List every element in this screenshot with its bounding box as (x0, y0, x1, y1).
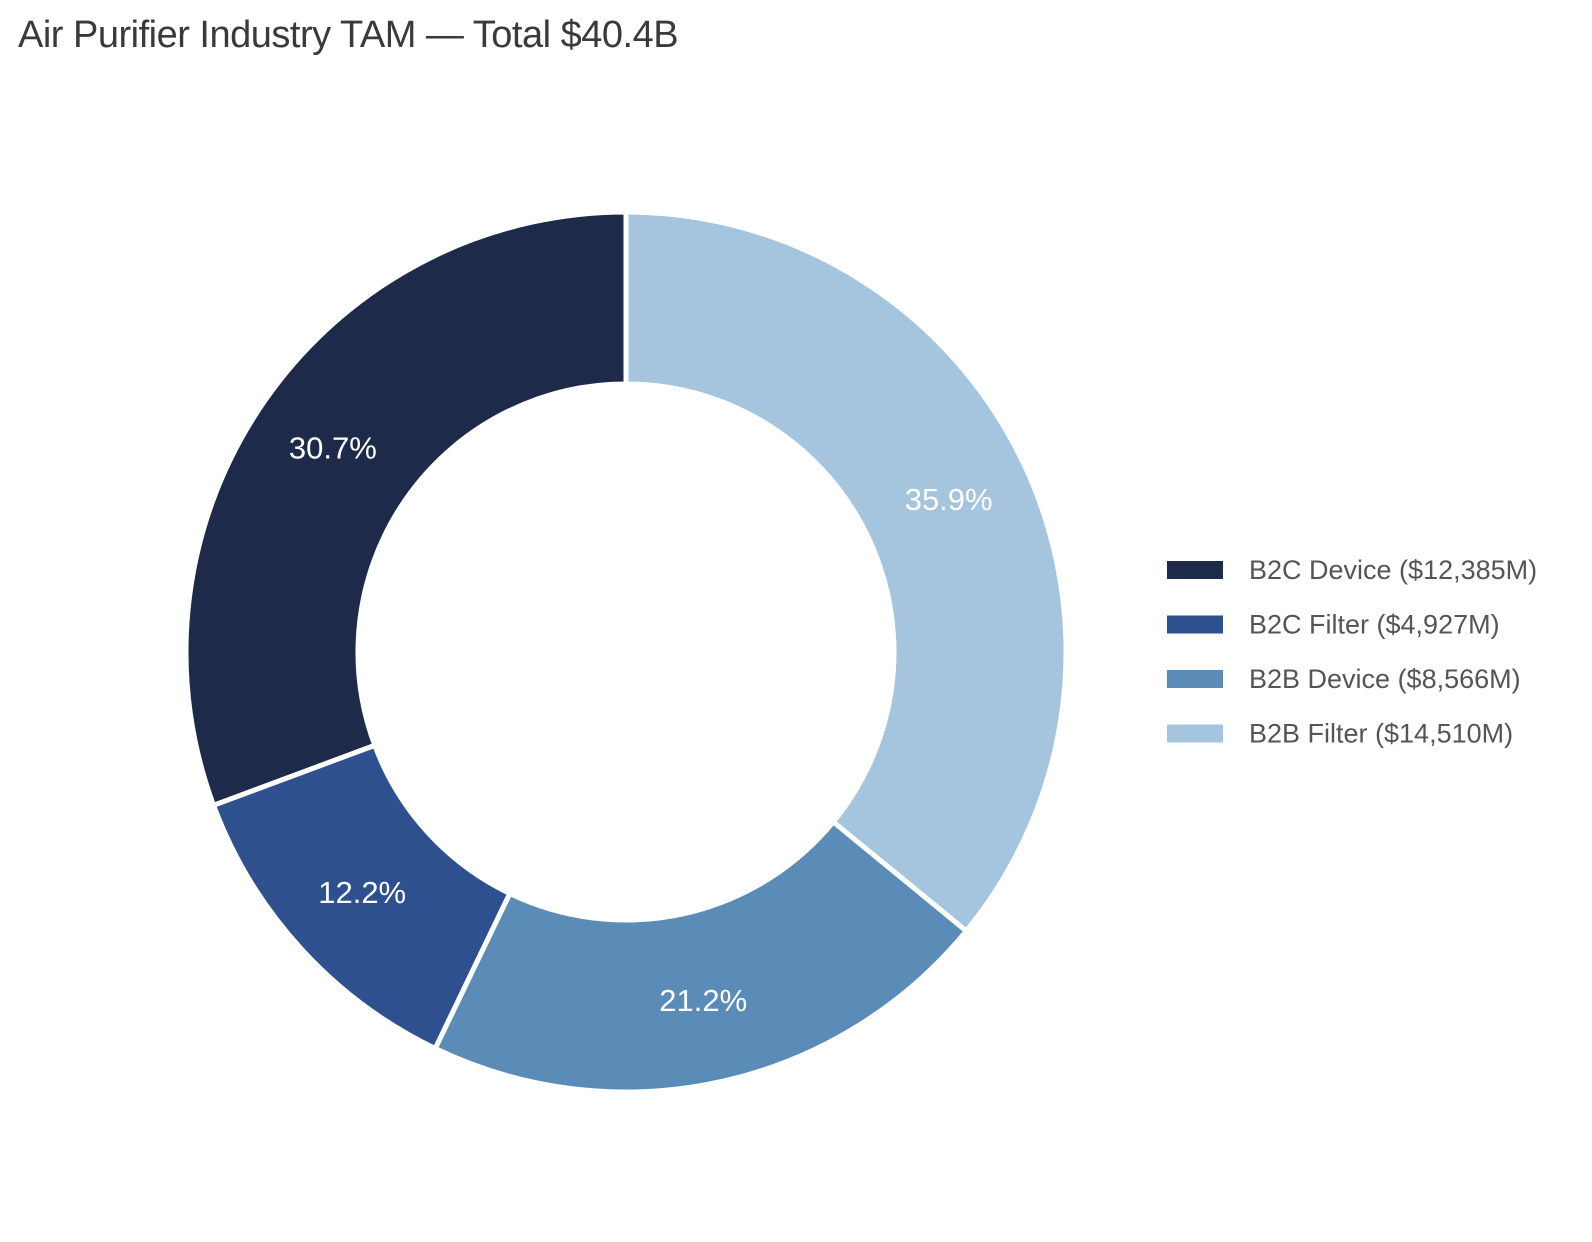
slice-b2c-device (183, 209, 629, 808)
legend-item: B2C Device ($12,385M) (1167, 555, 1537, 585)
slice-percent-label: 21.2% (659, 983, 747, 1018)
slice-b2b-device (432, 819, 969, 1095)
chart-slice-labels: 30.7% 12.2% 21.2% 35.9% (289, 431, 993, 1018)
slice-percent-label: 30.7% (289, 431, 377, 466)
chart-legend: B2C Device ($12,385M) B2C Filter ($4,927M… (1167, 555, 1537, 749)
legend-label: B2C Device ($12,385M) (1249, 555, 1537, 585)
legend-swatch (1167, 615, 1223, 634)
slice-percent-label: 35.9% (905, 482, 993, 517)
legend-item: B2B Filter ($14,510M) (1167, 719, 1513, 749)
legend-item: B2C Filter ($4,927M) (1167, 610, 1500, 640)
legend-label: B2C Filter ($4,927M) (1249, 610, 1500, 640)
legend-swatch (1167, 561, 1223, 579)
chart-slices (183, 209, 1069, 1095)
legend-label: B2B Device ($8,566M) (1249, 664, 1521, 694)
chart-title: Air Purifier Industry TAM — Total $40.4B (18, 14, 679, 56)
legend-label: B2B Filter ($14,510M) (1249, 719, 1513, 749)
legend-swatch (1167, 670, 1223, 688)
legend-swatch (1167, 724, 1223, 743)
legend-item: B2B Device ($8,566M) (1167, 664, 1521, 694)
slice-percent-label: 12.2% (318, 875, 406, 910)
slice-b2b-filter (623, 209, 1069, 934)
